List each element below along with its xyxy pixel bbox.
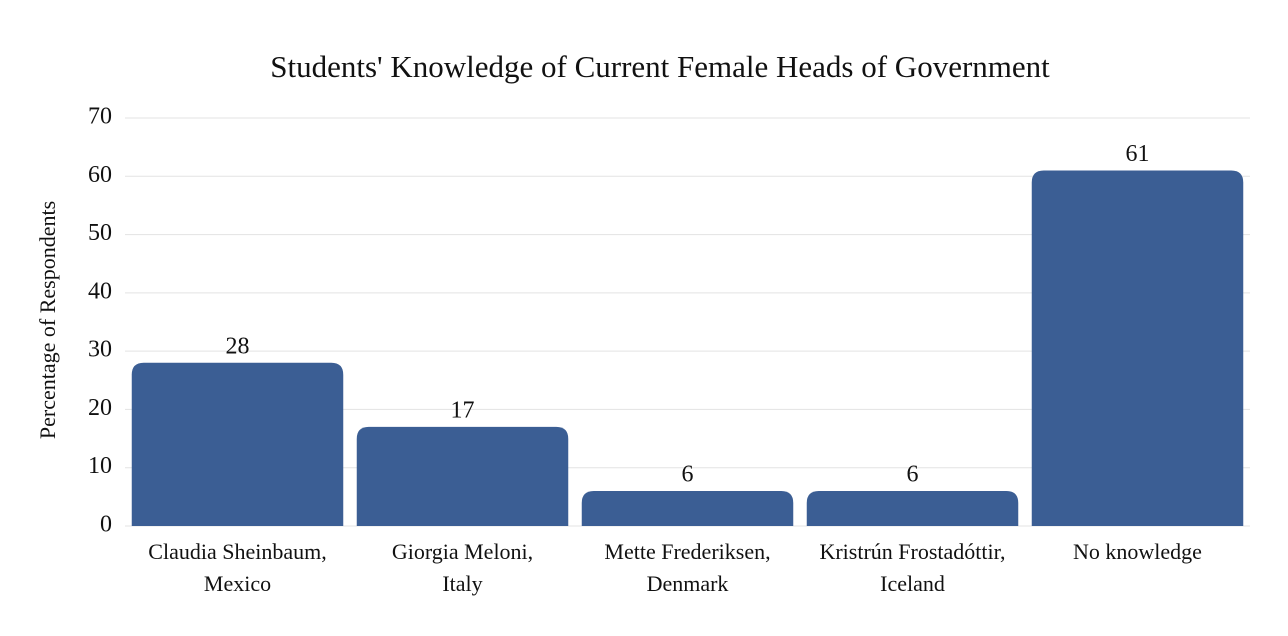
y-tick-label: 20 xyxy=(88,395,112,421)
x-tick-label: No knowledge xyxy=(1073,539,1202,564)
y-tick-label: 10 xyxy=(88,453,112,479)
value-label: 61 xyxy=(1126,141,1150,167)
bar xyxy=(356,426,569,526)
x-tick-label: Claudia Sheinbaum, xyxy=(148,539,326,564)
x-tick-label: Giorgia Meloni, xyxy=(392,539,533,564)
y-tick-label: 50 xyxy=(88,220,112,246)
bar xyxy=(806,491,1019,526)
y-tick-label: 0 xyxy=(100,512,112,538)
y-tick-label: 60 xyxy=(88,162,112,188)
bar xyxy=(131,362,344,526)
x-tick-label: Mexico xyxy=(204,571,271,596)
y-tick-label: 40 xyxy=(88,278,112,304)
x-tick-label: Iceland xyxy=(880,571,945,596)
y-axis-label: Percentage of Respondents xyxy=(35,201,60,439)
y-tick-label: 30 xyxy=(88,337,112,363)
y-tick-label: 70 xyxy=(88,104,112,130)
chart-title: Students' Knowledge of Current Female He… xyxy=(270,49,1050,84)
value-label: 6 xyxy=(682,462,694,488)
value-label: 28 xyxy=(226,333,250,359)
x-tick-label: Kristrún Frostadóttir, xyxy=(819,539,1005,564)
value-label: 6 xyxy=(907,462,919,488)
x-tick-label: Mette Frederiksen, xyxy=(604,539,770,564)
bar xyxy=(1031,170,1244,526)
bar xyxy=(581,491,794,526)
x-tick-label: Denmark xyxy=(647,571,729,596)
value-label: 17 xyxy=(451,397,475,423)
x-tick-label: Italy xyxy=(442,571,482,596)
